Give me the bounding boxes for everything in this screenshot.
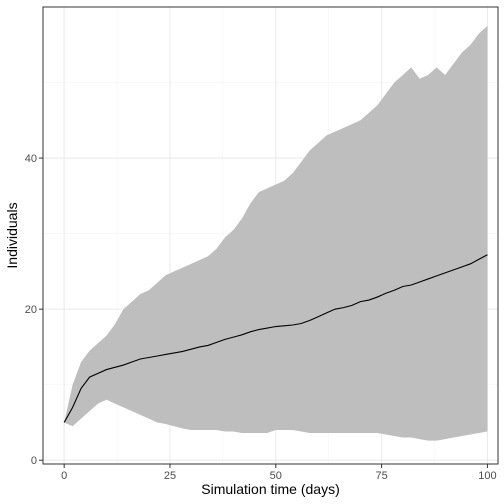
x-axis-title: Simulation time (days)	[201, 481, 340, 497]
x-tick-label: 50	[270, 470, 282, 482]
x-tick-label: 100	[478, 470, 496, 482]
y-tick-label: 0	[31, 455, 37, 467]
x-axis-ticks: 0 25 50 75 100	[61, 464, 497, 482]
x-tick-label: 75	[375, 470, 387, 482]
panel-border	[42, 6, 499, 465]
band-layer	[64, 25, 488, 441]
y-axis-title: Individuals	[4, 202, 20, 268]
y-axis-ticks: 0 20 40	[25, 153, 43, 467]
confidence-band	[64, 25, 488, 441]
x-tick-label: 25	[164, 470, 176, 482]
x-tick-label: 0	[61, 470, 67, 482]
y-tick-label: 40	[25, 153, 37, 165]
median-line	[63, 254, 488, 423]
line-layer	[63, 254, 488, 423]
y-tick-label: 20	[25, 304, 37, 316]
